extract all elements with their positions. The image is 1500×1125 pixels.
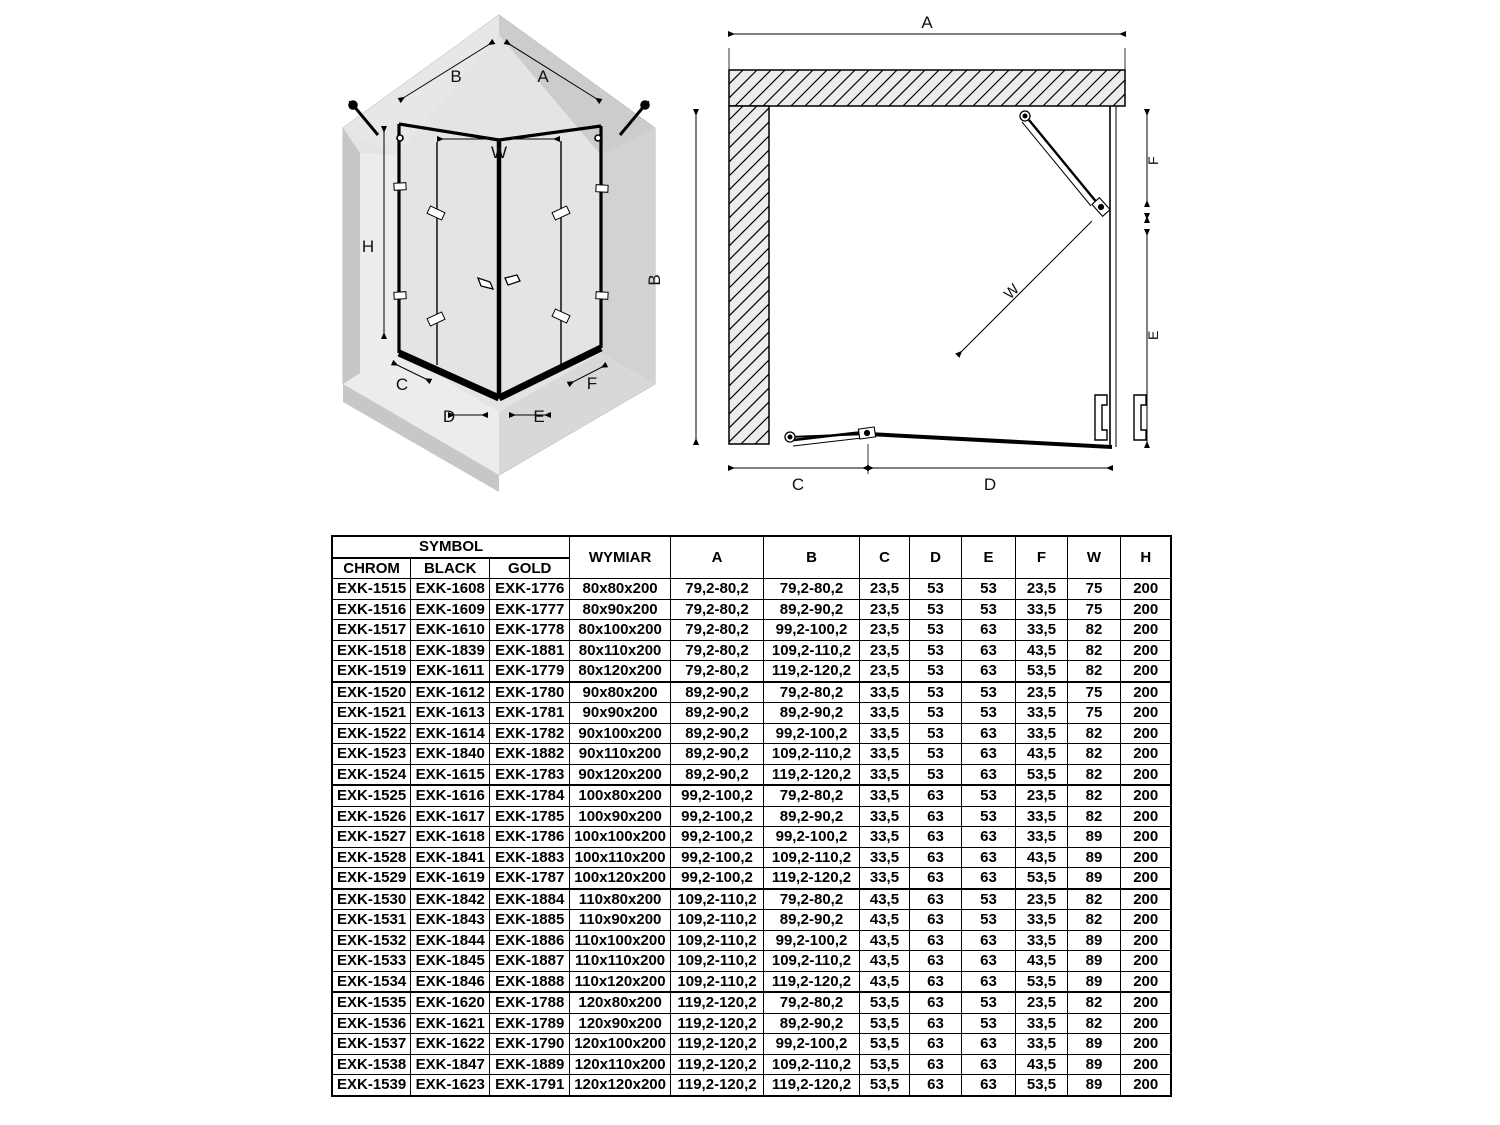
- svg-text:W: W: [1001, 280, 1024, 303]
- svg-text:B: B: [645, 274, 664, 285]
- svg-text:D: D: [984, 475, 996, 494]
- svg-text:W: W: [491, 143, 507, 162]
- svg-text:H: H: [362, 237, 374, 256]
- svg-text:D: D: [443, 407, 455, 426]
- svg-text:B: B: [450, 67, 461, 86]
- svg-text:F: F: [587, 374, 597, 393]
- svg-text:C: C: [792, 475, 804, 494]
- svg-text:A: A: [921, 13, 933, 32]
- svg-text:F: F: [1145, 156, 1161, 165]
- svg-text:A: A: [537, 67, 549, 86]
- svg-text:E: E: [1145, 331, 1161, 340]
- svg-text:C: C: [396, 375, 408, 394]
- svg-text:E: E: [533, 407, 544, 426]
